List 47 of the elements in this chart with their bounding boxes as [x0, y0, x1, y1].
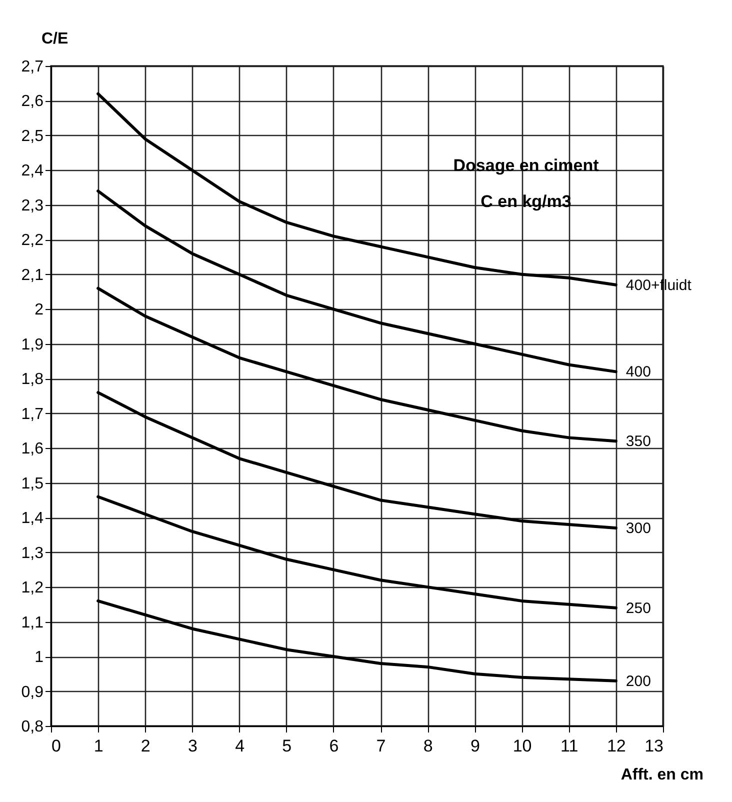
- x-tick-label: 7: [376, 736, 386, 756]
- y-tick-label: 1,6: [21, 440, 44, 458]
- series-label: 350: [626, 433, 651, 450]
- y-tick-label: 1: [34, 649, 44, 666]
- y-tick-label: 1,1: [21, 614, 44, 632]
- line-series: [96, 391, 618, 530]
- y-tick-label: 1,4: [21, 510, 44, 528]
- y-tick-label: 1,3: [21, 544, 44, 562]
- y-tick-label: 2,1: [21, 266, 44, 284]
- y-tick-label: 2,6: [21, 93, 44, 110]
- x-tick-label: 0: [52, 736, 61, 756]
- x-tick-label: 4: [235, 736, 245, 756]
- x-tick-label: 6: [329, 736, 339, 756]
- x-axis-title: Afft. en cm: [620, 766, 704, 784]
- series-label: 250: [626, 600, 651, 617]
- line-series: [96, 190, 618, 374]
- x-tick-label: 11: [560, 736, 578, 756]
- line-series: [96, 286, 618, 443]
- line-series: [96, 599, 618, 682]
- series-label: 300: [626, 520, 651, 537]
- line-series: [96, 495, 618, 610]
- y-tick-label: 2,5: [21, 128, 44, 145]
- y-axis-title: C/E: [42, 30, 68, 48]
- y-tick-label: 0,9: [21, 684, 44, 701]
- x-tick-label: 2: [140, 736, 150, 756]
- line-series: [96, 92, 618, 286]
- y-tick-label: 1,5: [21, 475, 44, 492]
- y-tick-label: 0,8: [21, 718, 44, 736]
- y-tick-label: 2,7: [21, 58, 44, 76]
- x-tick-label: 13: [644, 736, 664, 756]
- series-label: 200: [626, 672, 651, 690]
- y-tick-label: 1,7: [21, 406, 44, 423]
- x-tick-label: 9: [470, 736, 480, 756]
- y-tick-label: 1,8: [21, 371, 44, 388]
- x-tick-label: 10: [512, 736, 532, 756]
- x-tick-label: 8: [423, 736, 433, 756]
- x-tick-label: 3: [188, 736, 198, 756]
- x-tick-label: 12: [606, 736, 626, 756]
- y-tick-label: 2,4: [21, 162, 44, 180]
- x-tick-label: 1: [94, 736, 104, 756]
- x-tick-label: 5: [282, 736, 292, 756]
- y-tick-label: 1,2: [21, 580, 44, 597]
- y-tick-label: 2: [34, 302, 44, 319]
- y-tick-label: 1,9: [21, 336, 44, 354]
- y-tick-label: 2,3: [21, 197, 44, 214]
- y-tick-label: 2,2: [21, 232, 44, 250]
- series-label: 400: [626, 364, 651, 381]
